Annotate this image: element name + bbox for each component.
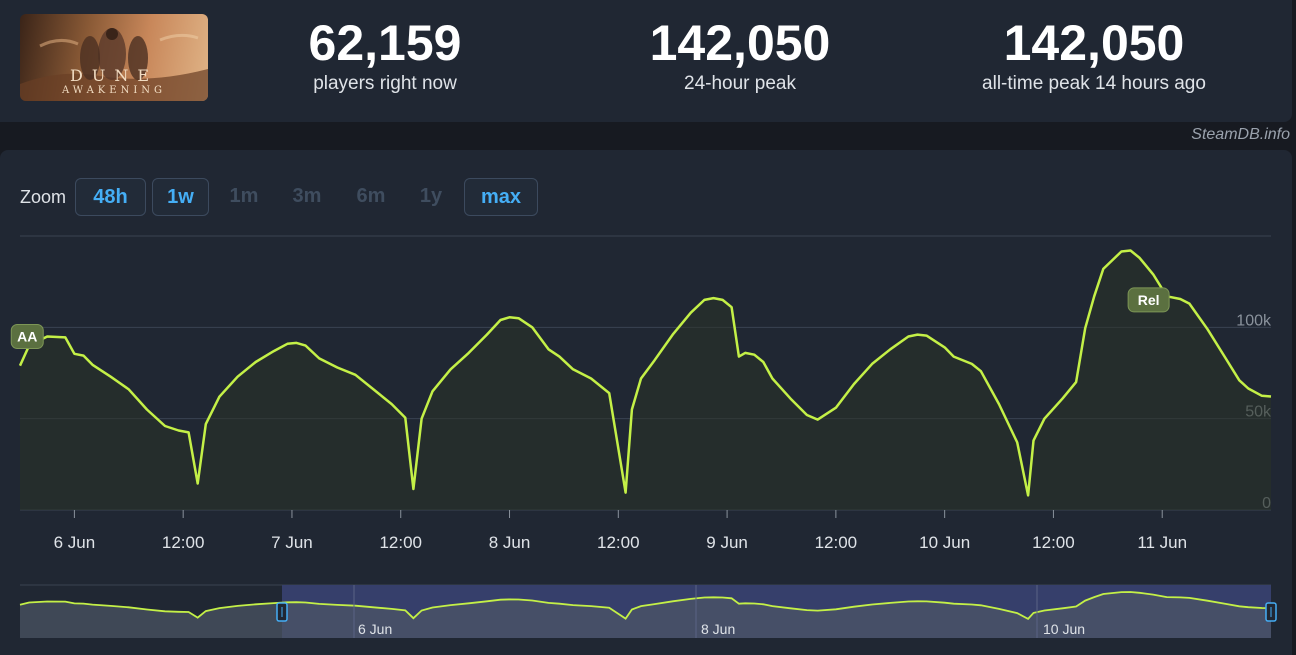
event-flag-rel: Rel <box>1127 287 1170 313</box>
navigator-label: 8 Jun <box>701 621 735 637</box>
zoom-48h-button[interactable]: 48h <box>75 178 146 216</box>
stat-value: 62,159 <box>308 15 462 71</box>
stat-label: 24-hour peak <box>684 73 796 94</box>
navigator-label: 6 Jun <box>358 621 392 637</box>
zoom-3m-button[interactable]: 3m <box>292 185 322 207</box>
x-tick-label: 9 Jun <box>706 533 748 552</box>
stat-current-players: 62,159 players right now <box>285 14 485 96</box>
stat-label: players right now <box>313 73 457 94</box>
stat-24h-peak: 142,050 24-hour peak <box>620 14 860 96</box>
series-line <box>18 249 1272 497</box>
x-tick-label: 12:00 <box>1032 533 1075 552</box>
navigator-label: 10 Jun <box>1043 621 1085 637</box>
zoom-1w-button[interactable]: 1w <box>152 178 209 216</box>
x-tick-label: 12:00 <box>379 533 422 552</box>
x-tick-label: 7 Jun <box>271 533 313 552</box>
logo-title: DUNE <box>70 66 158 85</box>
zoom-1m-button[interactable]: 1m <box>229 185 259 207</box>
flag-box <box>1127 287 1170 313</box>
navigator-area <box>20 592 1271 638</box>
series-area <box>20 250 1271 510</box>
flag-label: Rel <box>1138 292 1160 308</box>
zoom-max-button[interactable]: max <box>464 178 538 216</box>
x-tick-label: 8 Jun <box>489 533 531 552</box>
zoom-1y-button[interactable]: 1y <box>419 185 443 207</box>
zoom-6m-button[interactable]: 6m <box>356 185 386 207</box>
x-tick-label: 6 Jun <box>54 533 96 552</box>
stat-label: all-time peak 14 hours ago <box>982 73 1206 94</box>
stats-panel: DUNE AWAKENING 62,159 players right now … <box>0 0 1292 122</box>
zoom-label: Zoom <box>20 187 67 207</box>
y-tick-label: 100k <box>1236 312 1272 329</box>
stat-all-time-peak: 142,050 all-time peak 14 hours ago <box>944 14 1244 96</box>
x-tick-label: 12:00 <box>597 533 640 552</box>
flag-box <box>10 323 44 349</box>
flag-label: AA <box>17 328 37 344</box>
event-flag-aa: AA <box>10 323 44 349</box>
x-tick-label: 10 Jun <box>919 533 970 552</box>
x-tick-label: 11 Jun <box>1137 533 1187 552</box>
logo-subtitle: AWAKENING <box>61 85 167 96</box>
stat-value: 142,050 <box>1003 15 1185 71</box>
game-logo[interactable]: DUNE AWAKENING <box>20 14 208 101</box>
x-tick-label: 12:00 <box>162 533 205 552</box>
x-tick-label: 12:00 <box>815 533 858 552</box>
stat-value: 142,050 <box>649 15 831 71</box>
logo-artwork <box>20 28 208 101</box>
source-credit[interactable]: SteamDB.info <box>1191 126 1290 143</box>
navigator-line <box>19 591 1272 621</box>
